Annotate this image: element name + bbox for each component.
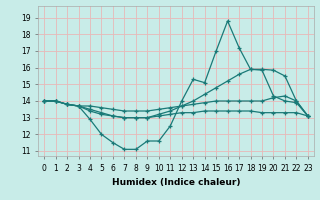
X-axis label: Humidex (Indice chaleur): Humidex (Indice chaleur) xyxy=(112,178,240,187)
